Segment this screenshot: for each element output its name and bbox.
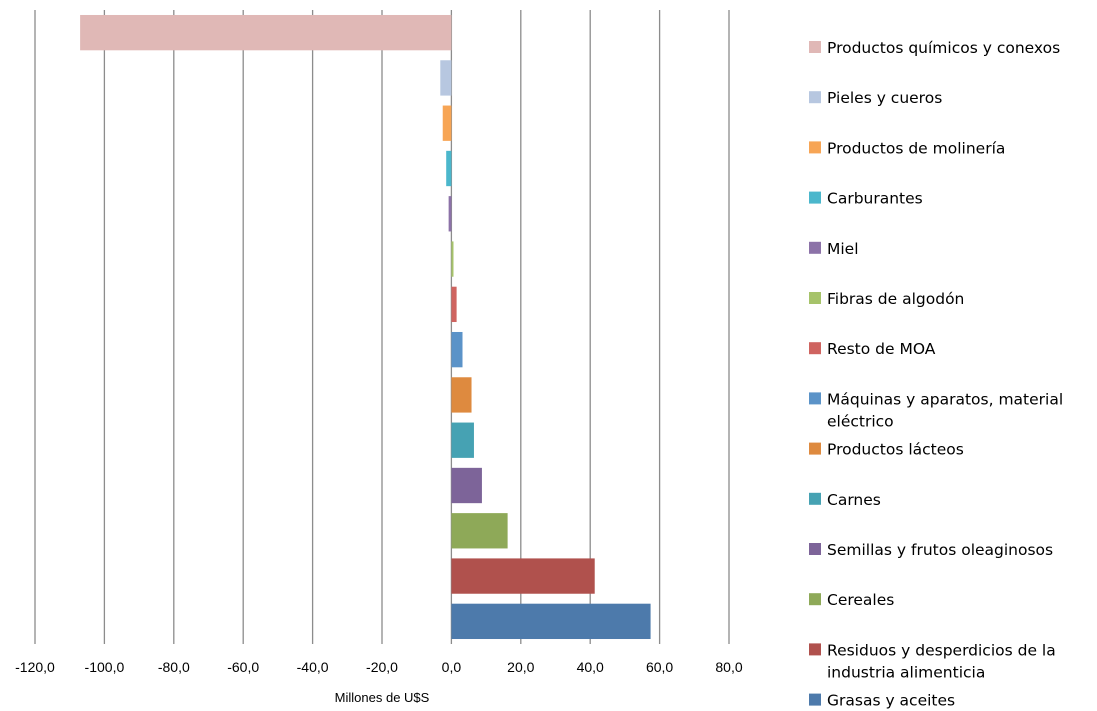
legend-item-productos-lacteos: Productos lácteos (809, 441, 964, 459)
legend-item-maquinas-y-aparatos-material-electrico: Máquinas y aparatos, material eléctrico (809, 390, 1063, 430)
legend-item-carburantes: Carburantes (809, 190, 923, 208)
legend-label: Pieles y cueros (827, 89, 942, 107)
legend-label: Productos de molinería (827, 139, 1005, 157)
legend-label: Productos lácteos (827, 441, 964, 459)
x-tick-label: 40,0 (577, 659, 604, 675)
legend-item-miel: Miel (809, 240, 859, 258)
bar-miel (448, 196, 452, 232)
legend-item-carnes: Carnes (809, 491, 881, 509)
legend-label: Cereales (827, 591, 894, 609)
legend-item-cereales: Cereales (809, 591, 894, 609)
bar-fibras-de-algodon (451, 241, 454, 277)
legend-label: Semillas y frutos oleaginosos (827, 541, 1053, 559)
legend-item-pieles-y-cueros: Pieles y cueros (809, 89, 942, 107)
legend-item-grasas-y-aceites: Grasas y aceites (809, 692, 955, 710)
legend-label: Productos químicos y conexos (827, 39, 1060, 57)
legend-label: Resto de MOA (827, 340, 936, 358)
x-tick-label: 0,0 (442, 659, 462, 675)
legend-swatch (809, 392, 821, 405)
bar-maquinas-y-aparatos-material-electrico (451, 331, 463, 368)
x-tick-label: -20,0 (366, 659, 398, 675)
legend-swatch (809, 442, 821, 455)
legend-swatch (809, 41, 821, 53)
legend-swatch (809, 593, 821, 606)
x-tick-label: 60,0 (646, 659, 673, 675)
legend-swatch (809, 342, 821, 355)
legend-swatch (809, 492, 821, 505)
bar-residuos-y-desperdicios-de-la-industria-alimenticia (451, 558, 595, 594)
legend-item-productos-de-molineria: Productos de molinería (809, 139, 1005, 157)
x-tick-label: -80,0 (158, 659, 190, 675)
legend-item-productos-quimicos-y-conexos: Productos químicos y conexos (809, 39, 1060, 57)
legend-label: Carburantes (827, 190, 923, 208)
x-axis-title: Millones de U$S (335, 690, 430, 705)
x-tick-label: -100,0 (85, 659, 125, 675)
bar-carburantes (446, 150, 452, 187)
bars (80, 14, 651, 640)
bar-carnes (451, 422, 474, 458)
x-tick-label: 20,0 (507, 659, 534, 675)
bar-productos-lacteos (451, 377, 472, 413)
x-tick-label: -60,0 (227, 659, 259, 675)
legend-swatch (809, 141, 821, 154)
legend-label: Residuos y desperdicios de la (827, 641, 1056, 659)
legend-swatch (809, 543, 821, 555)
legend-swatch (809, 643, 821, 656)
legend-label: Grasas y aceites (827, 692, 955, 710)
legend-label: eléctrico (827, 412, 894, 430)
legend-swatch (809, 191, 821, 204)
legend-label: Miel (827, 240, 859, 258)
bar-semillas-y-frutos-oleaginosos (451, 467, 482, 504)
bar-pieles-y-cueros (440, 60, 452, 96)
legend-item-semillas-y-frutos-oleaginosos: Semillas y frutos oleaginosos (809, 541, 1053, 559)
bar-resto-de-moa (451, 286, 457, 323)
gridlines (34, 10, 730, 644)
x-tick-label: 80,0 (715, 659, 742, 675)
x-tick-labels: -120,0 -100,0 -80,0 -60,0 -40,0 -20,0 0,0 20,0 4… (15, 659, 743, 675)
legend-label: Fibras de algodón (827, 290, 964, 308)
x-tick-label: -120,0 (15, 659, 55, 675)
bar-cereales (451, 513, 508, 549)
bar-grasas-y-aceites (451, 603, 651, 640)
legend-label: industria alimenticia (827, 663, 985, 681)
legend-label: Carnes (827, 491, 881, 509)
legend-swatch (809, 241, 821, 254)
legend: Productos químicos y conexos Pieles y cue… (809, 39, 1063, 710)
legend-item-residuos-y-desperdicios-de-la-industria-alimenticia: Residuos y desperdicios de la industria a… (809, 641, 1056, 681)
x-tick-label: -40,0 (297, 659, 329, 675)
legend-swatch (809, 292, 821, 304)
legend-item-resto-de-moa: Resto de MOA (809, 340, 936, 358)
legend-swatch (809, 91, 821, 104)
legend-swatch (809, 693, 821, 706)
legend-label: Máquinas y aparatos, material (827, 390, 1063, 408)
legend-item-fibras-de-algodon: Fibras de algodón (809, 290, 964, 308)
bar-productos-de-molineria (442, 105, 452, 141)
bar-productos-quimicos-y-conexos (80, 14, 452, 51)
